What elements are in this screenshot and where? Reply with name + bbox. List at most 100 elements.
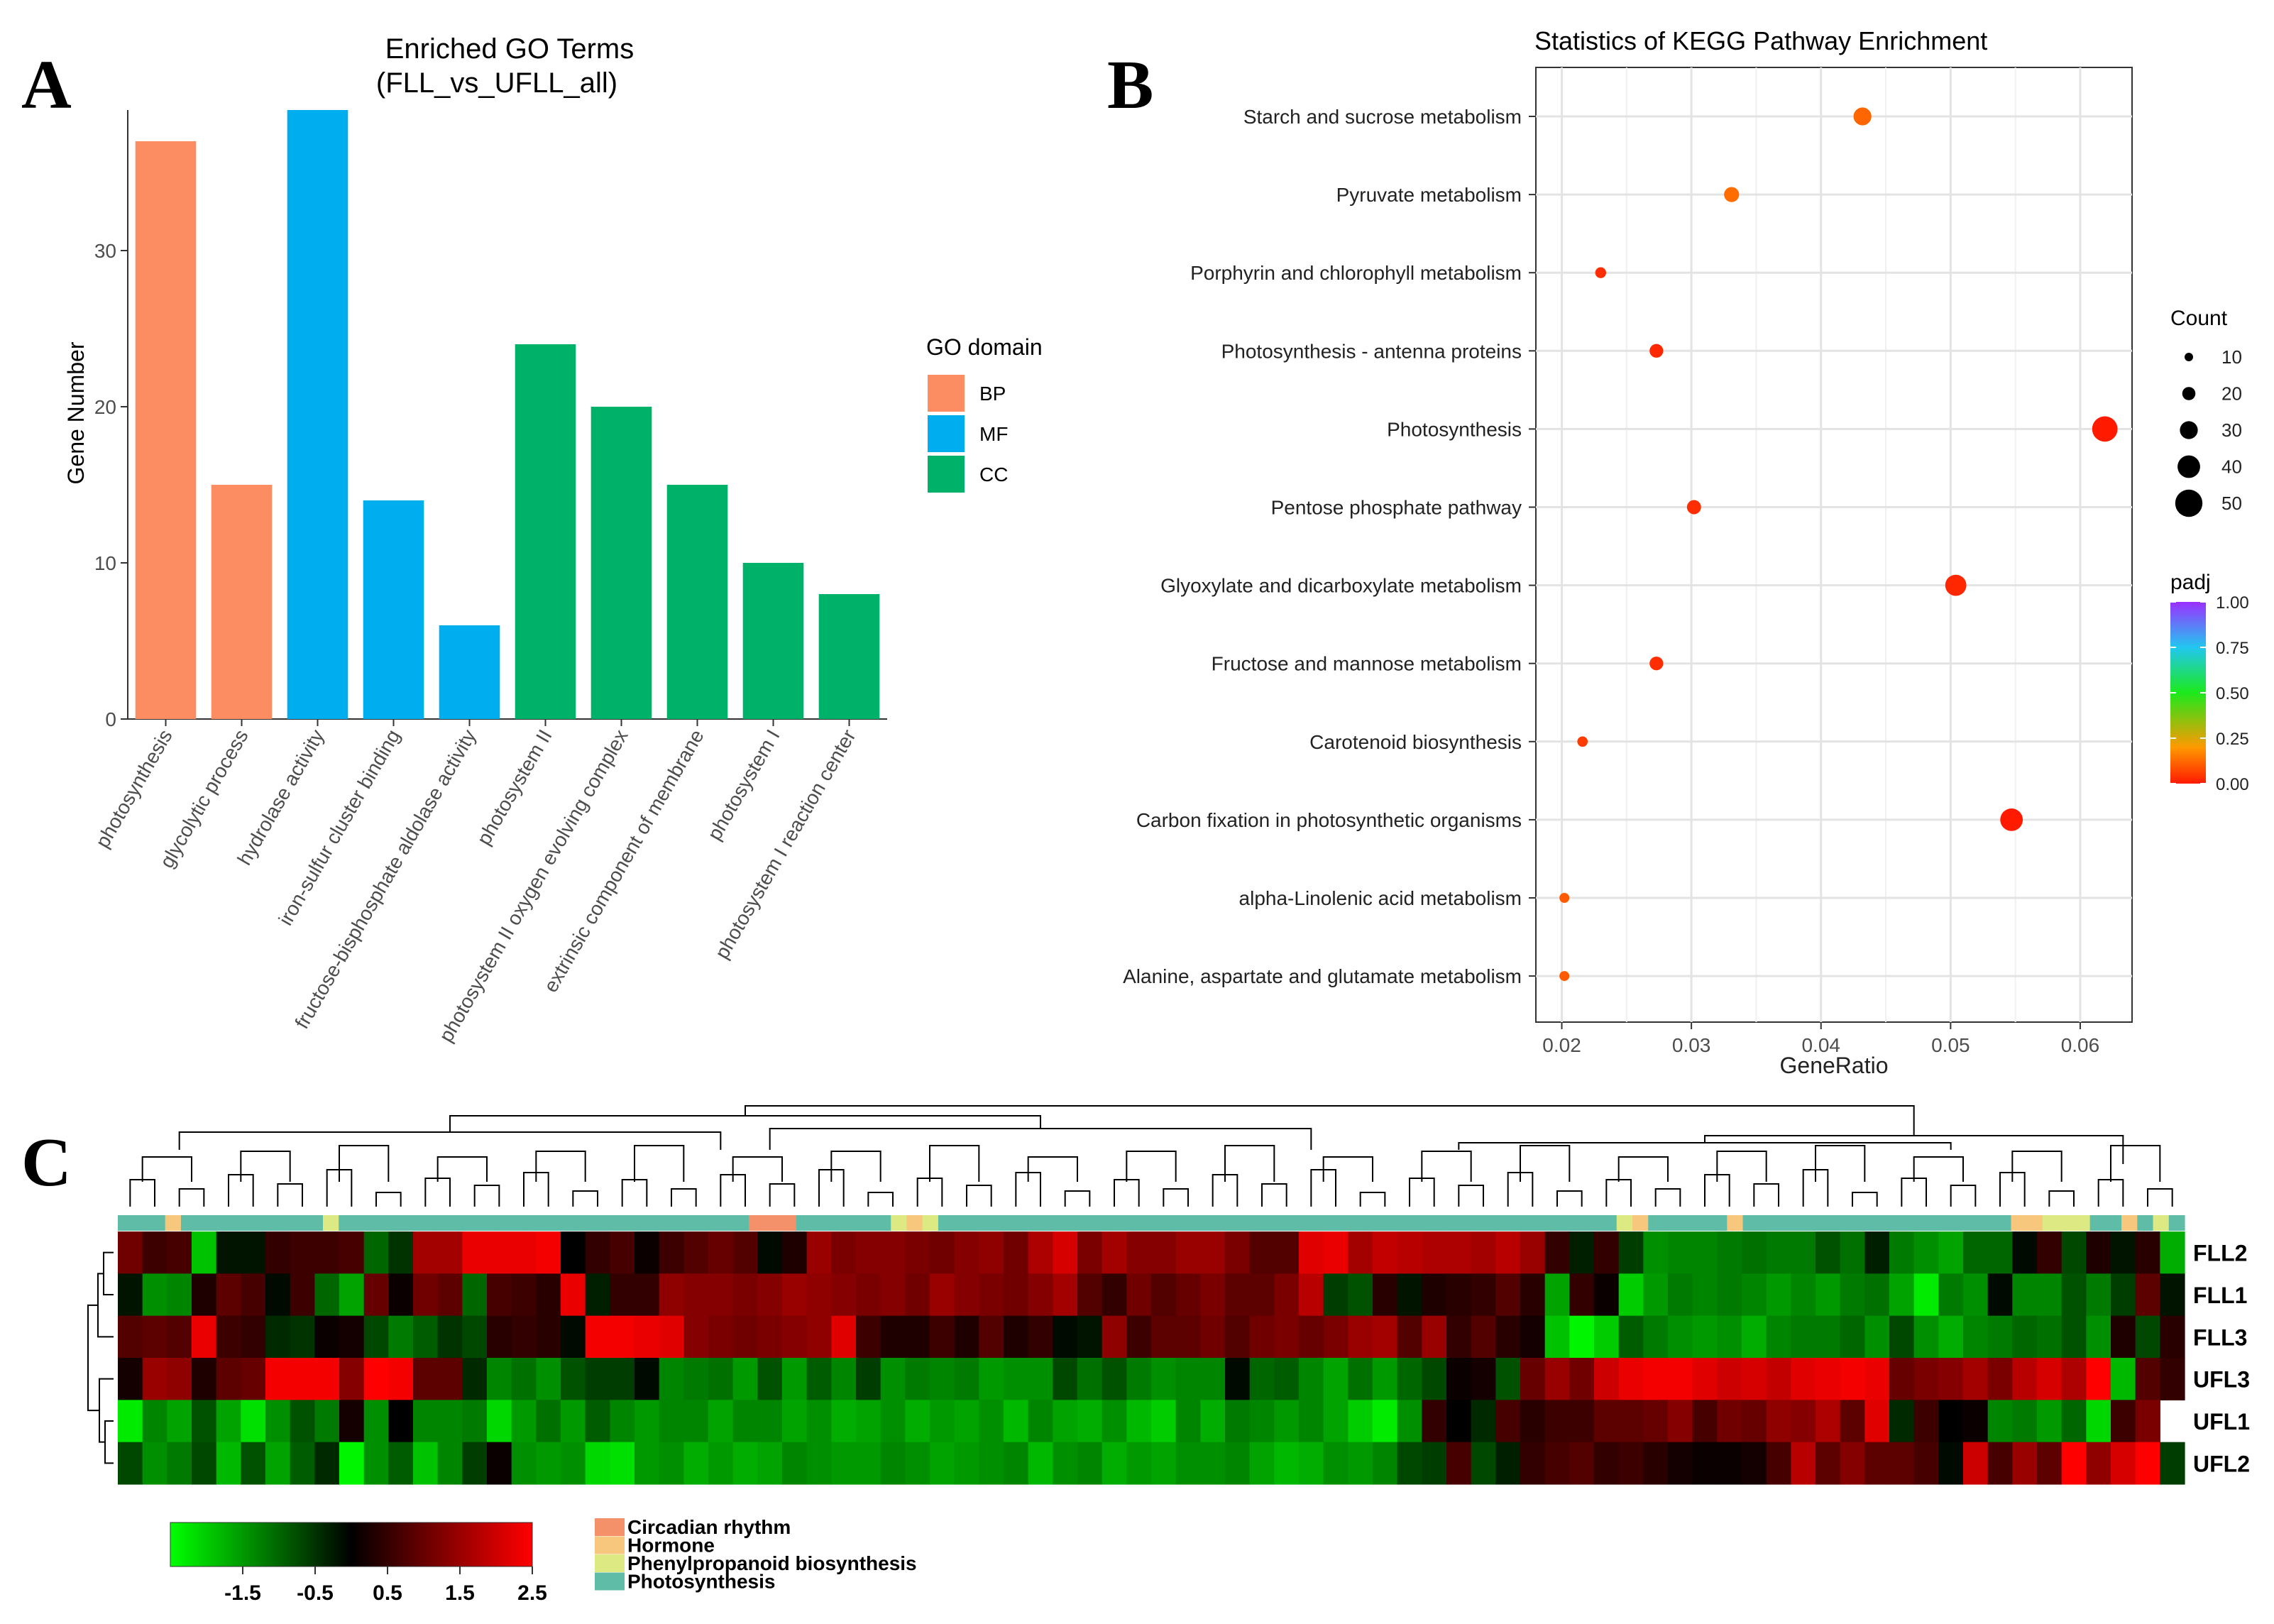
heatmap-cell	[1544, 1231, 1570, 1274]
heatmap-cell	[142, 1400, 167, 1443]
heatmap-cell	[1569, 1442, 1595, 1485]
row-dendrogram-branch	[99, 1378, 114, 1443]
heatmap-cell	[635, 1442, 660, 1485]
heatmap-cell	[585, 1231, 610, 1274]
heatmap-cell	[683, 1231, 709, 1274]
annotation-cell	[796, 1215, 813, 1231]
annotation-cell	[512, 1215, 529, 1231]
kegg-x-tick-label: 0.02	[1542, 1034, 1581, 1056]
heatmap-cell	[462, 1273, 488, 1317]
heatmap-cell	[954, 1358, 979, 1400]
heatmap-cell	[610, 1442, 635, 1485]
heatmap-cell	[1397, 1442, 1422, 1485]
heatmap-cell	[2037, 1231, 2062, 1274]
heatmap-cell	[561, 1442, 586, 1485]
heatmap-cell	[314, 1231, 340, 1274]
go-legend-swatch-cc	[928, 456, 965, 493]
heatmap-cell	[1053, 1315, 1078, 1359]
heatmap-cell	[1618, 1231, 1644, 1274]
kegg-pathway-label: Fructose and mannose metabolism	[1212, 653, 1522, 675]
kegg-pathway-label: Starch and sucrose metabolism	[1243, 106, 1522, 128]
heatmap-cell	[363, 1273, 389, 1317]
heatmap-cell	[635, 1315, 660, 1359]
column-dendrogram-branch	[1409, 1178, 1435, 1207]
heatmap-cell	[363, 1442, 389, 1485]
go-legend-title: GO domain	[926, 334, 1043, 360]
heatmap-cell	[1200, 1442, 1226, 1485]
heatmap-cell	[1840, 1400, 1865, 1443]
heatmap-cell	[437, 1400, 463, 1443]
heatmap-cell	[1446, 1400, 1472, 1443]
heatmap-cell	[1151, 1273, 1177, 1317]
heatmap-cell	[1422, 1315, 1447, 1359]
heatmap-cell	[1692, 1400, 1718, 1443]
heatmap-cell	[1348, 1273, 1373, 1317]
column-dendrogram-branch	[141, 1156, 192, 1182]
heatmap-cell	[757, 1273, 783, 1317]
heatmap-cell	[1987, 1358, 2013, 1400]
heatmap-cell	[142, 1231, 167, 1274]
heatmap-cell	[1323, 1273, 1349, 1317]
column-dendrogram-branch	[240, 1151, 291, 1182]
heatmap-cell	[1840, 1358, 1865, 1400]
annotation-cell	[449, 1215, 466, 1231]
heatmap-cell	[1987, 1400, 2013, 1443]
heatmap-cell	[905, 1231, 930, 1274]
heatmap-cell	[314, 1400, 340, 1443]
column-dendrogram-branch	[473, 1185, 500, 1207]
heatmap-cell	[1987, 1442, 2013, 1485]
heatmap-cell	[1520, 1400, 1546, 1443]
heatmap-cell	[192, 1442, 217, 1485]
heatmap-cell	[1299, 1315, 1324, 1359]
heatmap-cell	[167, 1231, 192, 1274]
column-dendrogram-branch	[277, 1183, 303, 1207]
column-dendrogram	[129, 1105, 2173, 1207]
heatmap-cell	[659, 1273, 684, 1317]
annotation-cell	[1380, 1215, 1397, 1231]
heatmap-cell	[1742, 1315, 1767, 1359]
annotation-cell	[1143, 1215, 1160, 1231]
column-dendrogram-branch	[572, 1190, 598, 1207]
annotation-cell	[622, 1215, 639, 1231]
heatmap-cell	[437, 1273, 463, 1317]
heatmap-cell	[1471, 1358, 1496, 1400]
heatmap-cell	[732, 1273, 758, 1317]
heatmap-cell	[683, 1442, 709, 1485]
colorkey-tick-label: 1.5	[445, 1581, 475, 1605]
heatmap-cell	[1175, 1400, 1201, 1443]
annotation-cell	[544, 1215, 561, 1231]
go-y-tick-label: 30	[94, 240, 116, 262]
colorkey-tick-label: -0.5	[297, 1581, 334, 1605]
heatmap-cell	[610, 1315, 635, 1359]
heatmap-cell	[2037, 1442, 2062, 1485]
go-domain-legend: GO domain BP MF CC	[926, 334, 1043, 493]
heatmap-cell	[1397, 1358, 1422, 1400]
heatmap-cell	[979, 1231, 1004, 1274]
heatmap-cell	[511, 1315, 537, 1359]
column-dendrogram-branch	[1950, 1185, 1977, 1207]
heatmap-cell	[585, 1315, 610, 1359]
kegg-pathway-labels: Starch and sucrose metabolism Pyruvate me…	[1123, 106, 1536, 987]
heatmap-cell	[462, 1315, 488, 1359]
heatmap-cell	[732, 1315, 758, 1359]
heatmap-cell	[536, 1315, 561, 1359]
heatmap-cell	[708, 1442, 734, 1485]
heatmap-cell	[1495, 1231, 1521, 1274]
kegg-pathway-label: Alanine, aspartate and glutamate metabol…	[1123, 965, 1522, 987]
annotation-cell	[465, 1215, 481, 1231]
heatmap-cell	[1643, 1358, 1669, 1400]
annotation-cell	[843, 1215, 860, 1231]
heatmap-cell	[192, 1231, 217, 1274]
annotation-cell	[1490, 1215, 1507, 1231]
heatmap-cell	[856, 1358, 881, 1400]
heatmap-cell	[561, 1358, 586, 1400]
heatmap-row-label: FLL2	[2193, 1241, 2247, 1266]
row-dendrogram-branch	[97, 1273, 114, 1338]
heatmap-cell	[2086, 1315, 2111, 1359]
heatmap-cell	[1126, 1273, 1152, 1317]
heatmap-cell	[2086, 1231, 2111, 1274]
heatmap-cell	[1175, 1358, 1201, 1400]
heatmap-cell	[1446, 1442, 1472, 1485]
heatmap-cell	[1102, 1442, 1127, 1485]
heatmap-cell	[954, 1315, 979, 1359]
